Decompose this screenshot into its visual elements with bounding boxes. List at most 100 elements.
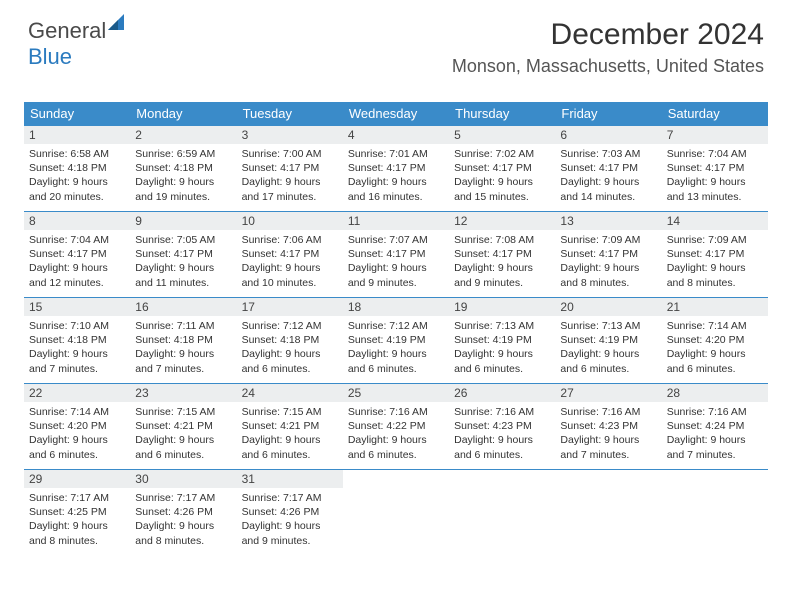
day-info: Sunrise: 7:13 AMSunset: 4:19 PMDaylight:… xyxy=(555,316,661,380)
calendar-cell: 1Sunrise: 6:58 AMSunset: 4:18 PMDaylight… xyxy=(24,126,130,212)
day-number: 3 xyxy=(237,126,343,144)
calendar-cell xyxy=(555,470,661,556)
day-number: 11 xyxy=(343,212,449,230)
day-info: Sunrise: 6:59 AMSunset: 4:18 PMDaylight:… xyxy=(130,144,236,208)
day-info: Sunrise: 7:15 AMSunset: 4:21 PMDaylight:… xyxy=(130,402,236,466)
day-info: Sunrise: 7:04 AMSunset: 4:17 PMDaylight:… xyxy=(24,230,130,294)
day-number: 15 xyxy=(24,298,130,316)
calendar-cell: 29Sunrise: 7:17 AMSunset: 4:25 PMDayligh… xyxy=(24,470,130,556)
calendar-cell: 6Sunrise: 7:03 AMSunset: 4:17 PMDaylight… xyxy=(555,126,661,212)
calendar-cell: 15Sunrise: 7:10 AMSunset: 4:18 PMDayligh… xyxy=(24,298,130,384)
calendar-cell: 16Sunrise: 7:11 AMSunset: 4:18 PMDayligh… xyxy=(130,298,236,384)
day-info: Sunrise: 7:17 AMSunset: 4:26 PMDaylight:… xyxy=(237,488,343,552)
day-info: Sunrise: 7:07 AMSunset: 4:17 PMDaylight:… xyxy=(343,230,449,294)
day-number: 9 xyxy=(130,212,236,230)
calendar-cell: 19Sunrise: 7:13 AMSunset: 4:19 PMDayligh… xyxy=(449,298,555,384)
weekday-header: Saturday xyxy=(662,102,768,126)
calendar-cell: 5Sunrise: 7:02 AMSunset: 4:17 PMDaylight… xyxy=(449,126,555,212)
day-info: Sunrise: 7:17 AMSunset: 4:26 PMDaylight:… xyxy=(130,488,236,552)
day-number: 7 xyxy=(662,126,768,144)
day-info: Sunrise: 7:16 AMSunset: 4:23 PMDaylight:… xyxy=(555,402,661,466)
calendar-body: 1Sunrise: 6:58 AMSunset: 4:18 PMDaylight… xyxy=(24,126,768,556)
weekday-header-row: SundayMondayTuesdayWednesdayThursdayFrid… xyxy=(24,102,768,126)
calendar-cell: 28Sunrise: 7:16 AMSunset: 4:24 PMDayligh… xyxy=(662,384,768,470)
day-info: Sunrise: 7:16 AMSunset: 4:23 PMDaylight:… xyxy=(449,402,555,466)
calendar-cell: 30Sunrise: 7:17 AMSunset: 4:26 PMDayligh… xyxy=(130,470,236,556)
calendar-cell: 11Sunrise: 7:07 AMSunset: 4:17 PMDayligh… xyxy=(343,212,449,298)
calendar-cell xyxy=(662,470,768,556)
calendar-cell: 31Sunrise: 7:17 AMSunset: 4:26 PMDayligh… xyxy=(237,470,343,556)
day-number: 21 xyxy=(662,298,768,316)
calendar-cell: 24Sunrise: 7:15 AMSunset: 4:21 PMDayligh… xyxy=(237,384,343,470)
day-info: Sunrise: 7:00 AMSunset: 4:17 PMDaylight:… xyxy=(237,144,343,208)
day-info: Sunrise: 7:09 AMSunset: 4:17 PMDaylight:… xyxy=(555,230,661,294)
day-number: 14 xyxy=(662,212,768,230)
day-info: Sunrise: 7:16 AMSunset: 4:22 PMDaylight:… xyxy=(343,402,449,466)
calendar-cell: 22Sunrise: 7:14 AMSunset: 4:20 PMDayligh… xyxy=(24,384,130,470)
day-number: 23 xyxy=(130,384,236,402)
day-number: 1 xyxy=(24,126,130,144)
day-info: Sunrise: 7:02 AMSunset: 4:17 PMDaylight:… xyxy=(449,144,555,208)
day-info: Sunrise: 7:14 AMSunset: 4:20 PMDaylight:… xyxy=(24,402,130,466)
weekday-header: Monday xyxy=(130,102,236,126)
day-number: 28 xyxy=(662,384,768,402)
day-info: Sunrise: 7:14 AMSunset: 4:20 PMDaylight:… xyxy=(662,316,768,380)
calendar-cell: 3Sunrise: 7:00 AMSunset: 4:17 PMDaylight… xyxy=(237,126,343,212)
day-number: 31 xyxy=(237,470,343,488)
day-info: Sunrise: 6:58 AMSunset: 4:18 PMDaylight:… xyxy=(24,144,130,208)
day-info: Sunrise: 7:12 AMSunset: 4:18 PMDaylight:… xyxy=(237,316,343,380)
day-number: 30 xyxy=(130,470,236,488)
day-number: 8 xyxy=(24,212,130,230)
brand-logo: General Blue xyxy=(28,18,128,70)
calendar-row: 1Sunrise: 6:58 AMSunset: 4:18 PMDaylight… xyxy=(24,126,768,212)
day-number: 29 xyxy=(24,470,130,488)
day-number: 18 xyxy=(343,298,449,316)
day-info: Sunrise: 7:08 AMSunset: 4:17 PMDaylight:… xyxy=(449,230,555,294)
day-number: 26 xyxy=(449,384,555,402)
brand-part1: General xyxy=(28,18,106,43)
day-number: 19 xyxy=(449,298,555,316)
calendar-row: 22Sunrise: 7:14 AMSunset: 4:20 PMDayligh… xyxy=(24,384,768,470)
day-number: 20 xyxy=(555,298,661,316)
weekday-header: Friday xyxy=(555,102,661,126)
day-number: 22 xyxy=(24,384,130,402)
calendar-row: 8Sunrise: 7:04 AMSunset: 4:17 PMDaylight… xyxy=(24,212,768,298)
weekday-header: Thursday xyxy=(449,102,555,126)
calendar-cell: 10Sunrise: 7:06 AMSunset: 4:17 PMDayligh… xyxy=(237,212,343,298)
day-info: Sunrise: 7:05 AMSunset: 4:17 PMDaylight:… xyxy=(130,230,236,294)
day-info: Sunrise: 7:06 AMSunset: 4:17 PMDaylight:… xyxy=(237,230,343,294)
day-info: Sunrise: 7:11 AMSunset: 4:18 PMDaylight:… xyxy=(130,316,236,380)
day-number: 13 xyxy=(555,212,661,230)
day-info: Sunrise: 7:01 AMSunset: 4:17 PMDaylight:… xyxy=(343,144,449,208)
day-number: 17 xyxy=(237,298,343,316)
day-number: 4 xyxy=(343,126,449,144)
day-number: 12 xyxy=(449,212,555,230)
calendar-cell: 20Sunrise: 7:13 AMSunset: 4:19 PMDayligh… xyxy=(555,298,661,384)
calendar-cell xyxy=(343,470,449,556)
day-info: Sunrise: 7:04 AMSunset: 4:17 PMDaylight:… xyxy=(662,144,768,208)
calendar-cell: 8Sunrise: 7:04 AMSunset: 4:17 PMDaylight… xyxy=(24,212,130,298)
location-text: Monson, Massachusetts, United States xyxy=(452,56,764,77)
calendar-cell: 25Sunrise: 7:16 AMSunset: 4:22 PMDayligh… xyxy=(343,384,449,470)
day-info: Sunrise: 7:15 AMSunset: 4:21 PMDaylight:… xyxy=(237,402,343,466)
calendar-cell: 7Sunrise: 7:04 AMSunset: 4:17 PMDaylight… xyxy=(662,126,768,212)
day-info: Sunrise: 7:16 AMSunset: 4:24 PMDaylight:… xyxy=(662,402,768,466)
brand-part2: Blue xyxy=(28,44,72,69)
header-right: December 2024 Monson, Massachusetts, Uni… xyxy=(452,18,764,77)
day-info: Sunrise: 7:12 AMSunset: 4:19 PMDaylight:… xyxy=(343,316,449,380)
calendar-cell: 27Sunrise: 7:16 AMSunset: 4:23 PMDayligh… xyxy=(555,384,661,470)
calendar-cell: 23Sunrise: 7:15 AMSunset: 4:21 PMDayligh… xyxy=(130,384,236,470)
calendar-cell: 4Sunrise: 7:01 AMSunset: 4:17 PMDaylight… xyxy=(343,126,449,212)
day-number: 16 xyxy=(130,298,236,316)
calendar-cell: 12Sunrise: 7:08 AMSunset: 4:17 PMDayligh… xyxy=(449,212,555,298)
weekday-header: Wednesday xyxy=(343,102,449,126)
sail-icon xyxy=(108,10,128,36)
calendar-cell: 21Sunrise: 7:14 AMSunset: 4:20 PMDayligh… xyxy=(662,298,768,384)
day-info: Sunrise: 7:09 AMSunset: 4:17 PMDaylight:… xyxy=(662,230,768,294)
calendar-cell: 17Sunrise: 7:12 AMSunset: 4:18 PMDayligh… xyxy=(237,298,343,384)
calendar-table: SundayMondayTuesdayWednesdayThursdayFrid… xyxy=(24,102,768,556)
calendar-row: 15Sunrise: 7:10 AMSunset: 4:18 PMDayligh… xyxy=(24,298,768,384)
day-number: 10 xyxy=(237,212,343,230)
calendar-cell: 2Sunrise: 6:59 AMSunset: 4:18 PMDaylight… xyxy=(130,126,236,212)
day-number: 2 xyxy=(130,126,236,144)
